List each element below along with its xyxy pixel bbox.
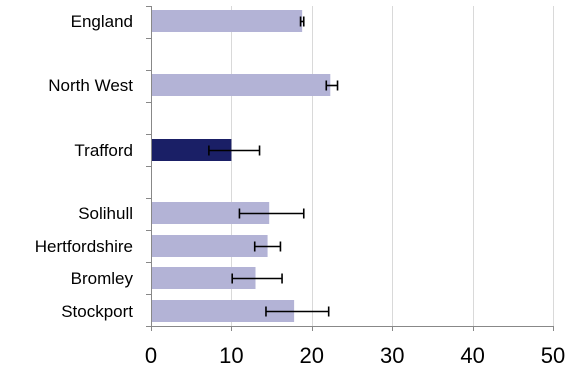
error-bar-solihull [238,208,305,219]
x-tick-label: 0 [145,343,157,368]
category-label: Hertfordshire [35,237,133,256]
error-bar-hertfordshire [253,241,282,252]
bars [151,10,331,322]
bar-hertfordshire [151,235,268,257]
error-bars [208,16,339,317]
labels: England North West Trafford Solihull Hertfor… [35,12,566,368]
x-tick-label: 50 [541,343,565,368]
error-bar-stockport [265,306,330,317]
category-label: North West [48,76,133,95]
error-bar-bromley [231,273,283,284]
category-label: Solihull [78,204,133,223]
axes [146,6,554,331]
bar-north-west [151,74,331,96]
bar-england [151,10,303,32]
category-label: Bromley [71,269,134,288]
category-label: Stockport [61,302,133,321]
category-label: England [71,12,133,31]
bar-bromley [151,267,256,289]
bar-trafford [151,139,232,161]
x-tick-label: 40 [460,343,484,368]
error-bar-trafford [208,145,261,156]
error-bar-england [299,16,305,27]
bar-stockport [151,300,295,322]
x-tick-label: 10 [219,343,243,368]
category-label: Trafford [74,141,133,160]
x-tick-label: 20 [300,343,324,368]
error-bar-north-west [325,80,339,91]
x-tick-label: 30 [380,343,404,368]
